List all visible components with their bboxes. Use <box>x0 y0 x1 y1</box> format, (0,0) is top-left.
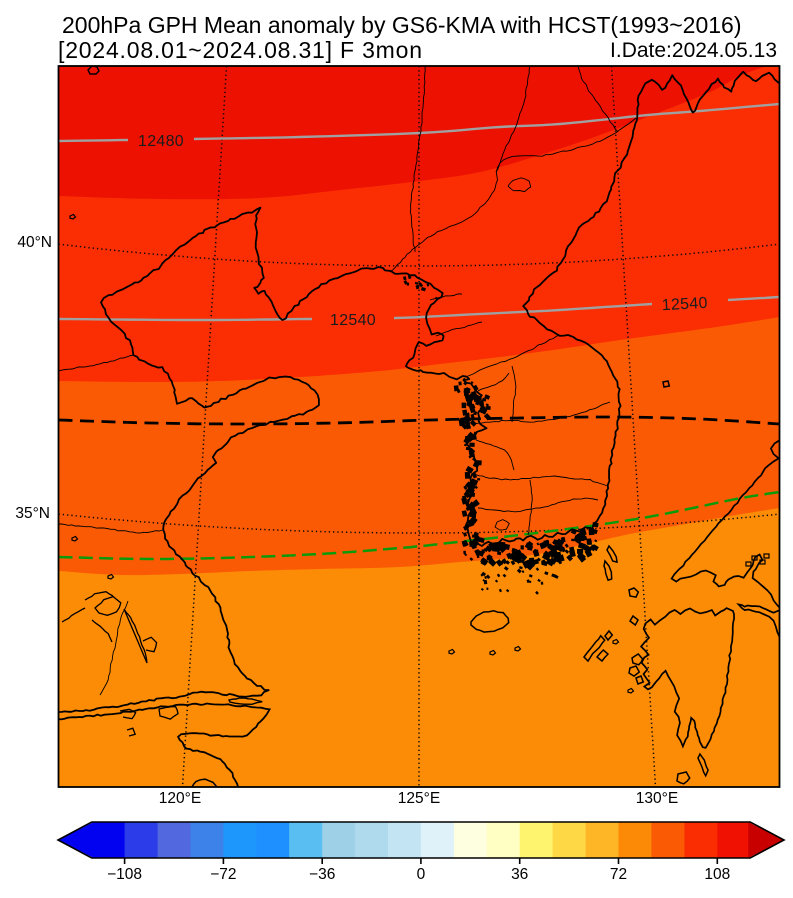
svg-text:72: 72 <box>610 866 627 883</box>
svg-text:130°E: 130°E <box>636 790 678 807</box>
svg-text:−36: −36 <box>309 866 335 883</box>
svg-text:125°E: 125°E <box>398 790 440 807</box>
svg-text:12540: 12540 <box>661 295 708 314</box>
svg-text:36: 36 <box>511 866 528 883</box>
svg-text:35°N: 35°N <box>15 505 50 522</box>
svg-text:0: 0 <box>417 866 426 883</box>
svg-text:12480: 12480 <box>138 133 184 150</box>
svg-text:12540: 12540 <box>330 312 376 329</box>
svg-text:108: 108 <box>704 866 730 883</box>
svg-text:−72: −72 <box>210 866 236 883</box>
svg-text:120°E: 120°E <box>159 790 201 807</box>
svg-text:−108: −108 <box>107 866 142 883</box>
svg-text:40°N: 40°N <box>17 234 52 251</box>
